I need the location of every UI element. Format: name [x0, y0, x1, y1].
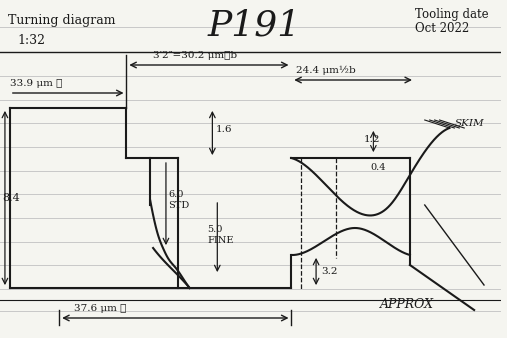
- Text: Oct 2022: Oct 2022: [415, 22, 469, 35]
- Text: 37.6 μm ∅: 37.6 μm ∅: [74, 304, 126, 313]
- Text: 33.9 μm ∅: 33.9 μm ∅: [10, 79, 62, 88]
- Text: Turning diagram: Turning diagram: [8, 14, 116, 27]
- Text: 1:32: 1:32: [18, 34, 46, 47]
- Text: 6.0
STD: 6.0 STD: [168, 190, 189, 210]
- Text: Tooling date: Tooling date: [415, 8, 488, 21]
- Text: 8.4: 8.4: [2, 193, 20, 203]
- Text: SKIM: SKIM: [454, 119, 484, 127]
- Text: 5.0
FINE: 5.0 FINE: [207, 225, 234, 245]
- Text: 1.2: 1.2: [364, 136, 380, 145]
- Text: 3.2: 3.2: [321, 267, 338, 276]
- Text: APPROX: APPROX: [380, 298, 434, 312]
- Text: P191: P191: [207, 8, 301, 42]
- Text: 0.4: 0.4: [371, 164, 386, 172]
- Text: 1.6: 1.6: [215, 125, 232, 135]
- Text: 3′2″=30.2 μm∅b: 3′2″=30.2 μm∅b: [153, 51, 237, 60]
- Text: 24.4 μm½b: 24.4 μm½b: [296, 66, 356, 75]
